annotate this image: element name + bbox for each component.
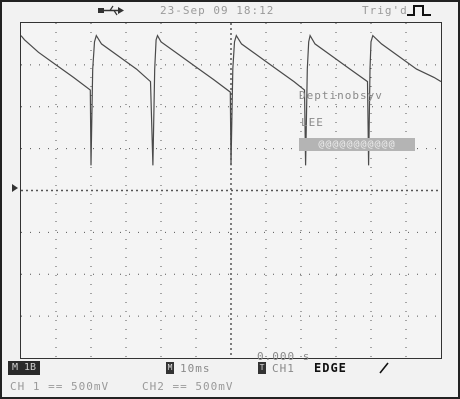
trigger-source: CH1 — [272, 362, 295, 375]
top-status-bar: 23-Sep 09 18:12 Trig'd — [2, 2, 458, 20]
trigger-source-badge: T — [258, 362, 266, 374]
trigger-time-readout: 0.000 s — [257, 350, 311, 363]
timebase-readout: 10ms — [180, 362, 211, 375]
menu-selector-bar[interactable]: @@@@@@@@@@@ — [299, 138, 415, 151]
rising-slope-icon — [379, 362, 389, 374]
ch2-scale: CH2 == 500mV — [142, 380, 234, 393]
date-time: 23-Sep 09 18:12 — [160, 4, 275, 17]
trigger-mode: EDGE — [314, 361, 347, 375]
usb-icon — [98, 5, 124, 16]
ch1-ground-marker — [12, 184, 18, 192]
trigger-status: Trig'd — [362, 4, 408, 17]
timebase-badge: M — [166, 362, 174, 374]
ch1-scale: CH 1 == 500mV — [10, 380, 110, 393]
run-state-badge: M 1B — [8, 361, 41, 375]
waveform-screen: Deptinobsyv LEE @@@@@@@@@@@ 0.000 s — [20, 22, 442, 363]
waveform-plot — [21, 23, 441, 358]
rising-edge-icon — [407, 5, 431, 16]
status-bar: M 1B M 10ms T CH1 EDGE — [2, 359, 458, 377]
menu-value: LEE — [301, 116, 324, 129]
waveform-trace-1 — [21, 33, 441, 166]
channel-scale-bar: CH 1 == 500mV CH2 == 500mV — [2, 378, 458, 396]
menu-title: Deptinobsyv — [299, 89, 383, 102]
